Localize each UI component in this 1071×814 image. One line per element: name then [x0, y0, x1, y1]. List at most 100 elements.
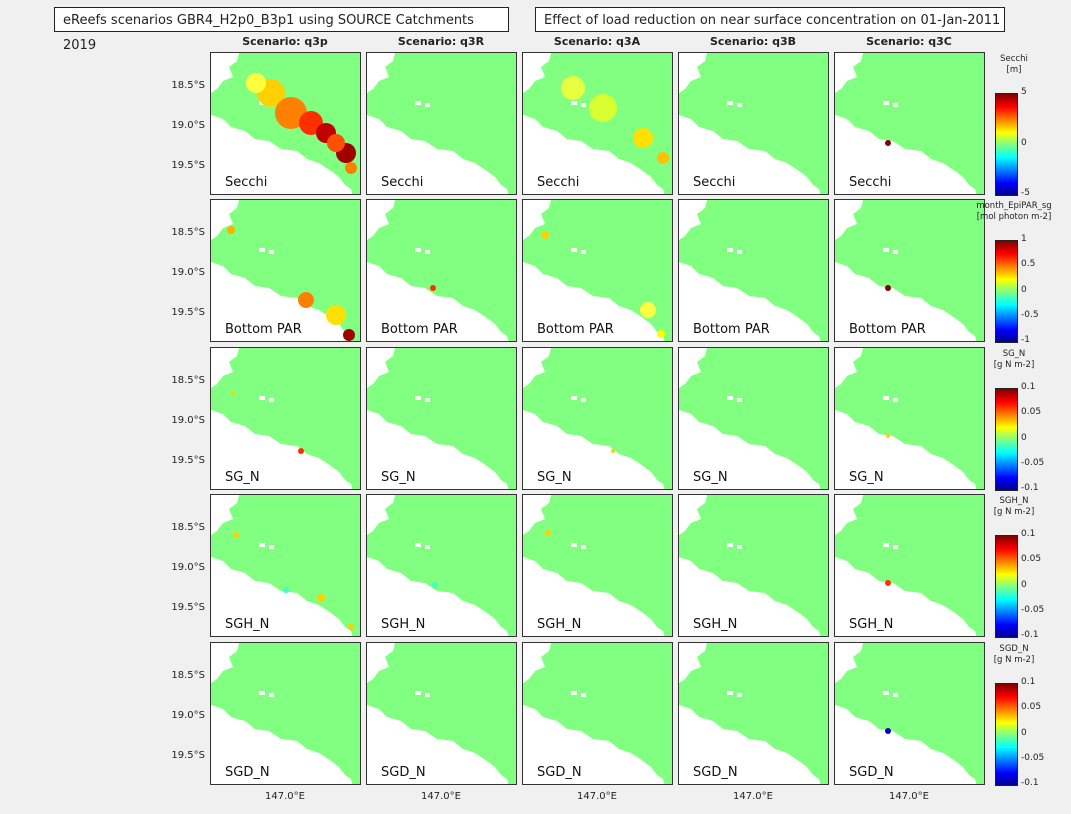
colorbar-units: [g N m-2]	[993, 360, 1035, 370]
panel-label: SG_N	[225, 470, 260, 485]
island	[571, 101, 577, 105]
land-mask	[367, 705, 509, 784]
x-tick-label: 147.0°E	[889, 791, 929, 802]
anomaly-cell	[589, 94, 617, 122]
map-panel: Secchi	[834, 52, 985, 195]
anomaly-cell	[545, 530, 551, 536]
column-title: Scenario: q3B	[709, 35, 797, 48]
colorbar-tick-label: 0.1	[1021, 529, 1036, 539]
map-panel: SGH_N	[678, 494, 829, 637]
x-tick-label: 147.0°E	[577, 791, 617, 802]
land-mask	[211, 200, 239, 240]
land-mask	[679, 557, 821, 636]
map-panel: Bottom PAR	[210, 199, 361, 342]
land-mask	[679, 410, 821, 489]
column-title: Scenario: q3C	[866, 35, 952, 48]
anomaly-cell	[885, 728, 891, 734]
island	[425, 398, 430, 402]
land-mask	[523, 495, 551, 535]
colorbar-tick-label: 0.5	[1021, 259, 1036, 270]
map-panel: SGH_N	[522, 494, 673, 637]
island	[415, 248, 421, 252]
island	[581, 693, 586, 697]
colorbar-tick-label: 0	[1021, 727, 1027, 738]
land-mask	[835, 115, 977, 194]
panel-label: Bottom PAR	[381, 322, 458, 337]
colorbar-tick-label: 0.05	[1021, 702, 1042, 713]
colorbar-tick-label: 0	[1021, 284, 1027, 295]
panel-label: Secchi	[381, 175, 424, 190]
y-tick-label: 19.5°S	[171, 455, 205, 466]
island	[581, 545, 586, 549]
anomaly-cell	[298, 292, 314, 308]
panel-label: SG_N	[537, 470, 572, 485]
island	[737, 398, 742, 402]
land-mask	[211, 410, 353, 489]
panel-label: SG_N	[381, 470, 416, 485]
y-tick-label: 19.5°S	[171, 750, 205, 761]
x-tick-label: 147.0°E	[421, 791, 461, 802]
island	[425, 250, 430, 254]
land-mask	[367, 410, 509, 489]
land-mask	[523, 557, 665, 636]
land-mask	[367, 348, 395, 388]
land-mask	[211, 53, 239, 93]
island	[269, 250, 274, 254]
map-panel: Bottom PAR	[366, 199, 517, 342]
island	[571, 691, 577, 695]
colorbar	[995, 535, 1018, 638]
colorbar-units: [m]	[1006, 65, 1022, 75]
island	[415, 396, 421, 400]
y-tick-label: 18.5°S	[171, 227, 205, 238]
anomaly-cell	[275, 97, 307, 129]
land-mask	[211, 115, 353, 194]
island	[581, 250, 586, 254]
anomaly-cell	[885, 580, 891, 586]
island	[259, 691, 265, 695]
map-panel: SG_N	[522, 347, 673, 490]
land-mask	[523, 643, 551, 683]
y-tick-label: 19.0°S	[171, 415, 205, 426]
panel-label: SGH_N	[225, 617, 270, 632]
colorbar-title: SG_N	[1002, 349, 1026, 359]
land-mask	[679, 115, 821, 194]
panel-label: Secchi	[693, 175, 736, 190]
land-mask	[835, 410, 977, 489]
panel-label: Secchi	[849, 175, 892, 190]
land-mask	[367, 643, 395, 683]
anomaly-cell	[885, 285, 891, 291]
island	[893, 693, 898, 697]
anomaly-cell	[327, 134, 345, 152]
land-mask	[835, 53, 863, 93]
panel-label: SG_N	[693, 470, 728, 485]
island	[737, 545, 742, 549]
land-mask	[679, 262, 821, 341]
island	[259, 248, 265, 252]
colorbar-tick-label: 0	[1021, 432, 1027, 443]
colorbar-tick-label: -0.05	[1021, 604, 1045, 615]
island	[571, 543, 577, 547]
island	[581, 103, 586, 107]
land-mask	[211, 643, 239, 683]
y-tick-label: 18.5°S	[171, 80, 205, 91]
island	[415, 691, 421, 695]
land-mask	[523, 410, 665, 489]
island	[269, 398, 274, 402]
colorbar-tick-label: 0.05	[1021, 554, 1042, 565]
map-panel: Bottom PAR	[678, 199, 829, 342]
land-mask	[367, 557, 509, 636]
land-mask	[211, 557, 353, 636]
panel-label: Bottom PAR	[849, 322, 926, 337]
anomaly-cell	[640, 302, 656, 318]
land-mask	[835, 705, 977, 784]
map-panel: SGH_N	[210, 494, 361, 637]
land-mask	[835, 200, 863, 240]
colorbar-title: Secchi	[1000, 54, 1028, 64]
map-panel: Bottom PAR	[834, 199, 985, 342]
land-mask	[523, 705, 665, 784]
land-mask	[367, 200, 395, 240]
island	[727, 543, 733, 547]
figure-title-right: Effect of load reduction on near surface…	[535, 7, 1005, 32]
colorbar-tick-label: -0.1	[1021, 483, 1039, 493]
anomaly-cell	[657, 330, 665, 338]
